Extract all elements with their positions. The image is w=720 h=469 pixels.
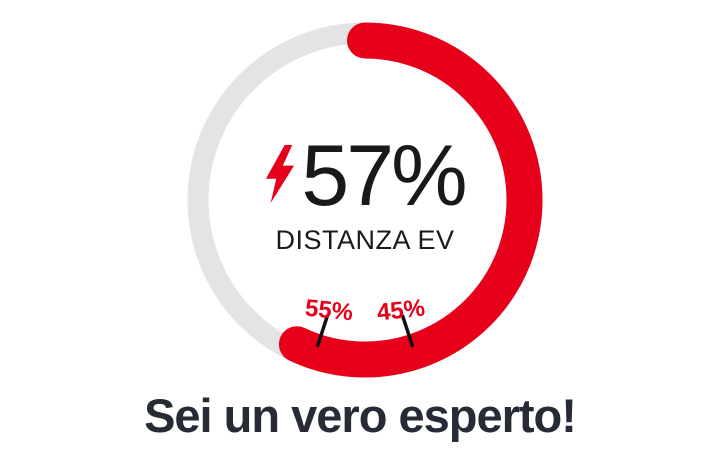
gauge-value-text: 57% [301, 128, 467, 224]
gauge-center-value-row: 57% [183, 130, 547, 222]
gauge-marker-tick [315, 314, 330, 348]
gauge-marker-ticks [315, 314, 415, 348]
gauge-svg [187, 22, 543, 378]
gauge-progress-arc [187, 22, 543, 378]
gauge-marker-tick [400, 314, 415, 348]
gauge-center-label: DISTANZA EV [275, 225, 455, 255]
lightning-bolt-icon [266, 144, 295, 204]
result-message: Sei un vero esperto! [144, 389, 577, 442]
ev-distance-gauge: 57% DISTANZA EV 55% 45% [183, 18, 547, 382]
lightning-bolt-shape [266, 144, 295, 204]
